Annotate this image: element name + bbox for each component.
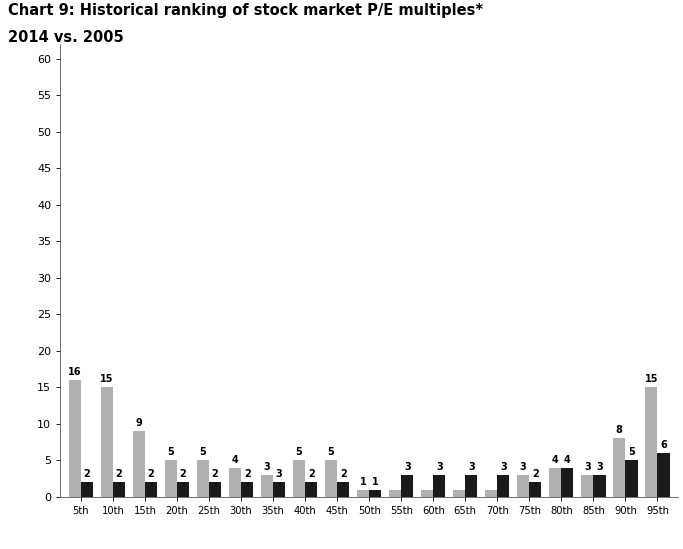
- Bar: [209, 482, 221, 497]
- Text: Chart 9: Historical ranking of stock market P/E multiples*: Chart 9: Historical ranking of stock mar…: [8, 3, 484, 18]
- Bar: [337, 482, 349, 497]
- Bar: [357, 490, 370, 497]
- Bar: [421, 490, 433, 497]
- Text: 5: 5: [167, 447, 174, 457]
- Bar: [325, 460, 337, 497]
- Text: 5: 5: [296, 447, 303, 457]
- Text: 6: 6: [660, 440, 667, 450]
- Bar: [113, 482, 125, 497]
- Text: 1: 1: [360, 477, 367, 486]
- Bar: [229, 468, 241, 497]
- Text: 1: 1: [372, 477, 378, 486]
- Text: 9: 9: [135, 418, 142, 428]
- Text: 2: 2: [340, 469, 346, 479]
- Bar: [485, 490, 497, 497]
- Bar: [305, 482, 318, 497]
- Bar: [241, 482, 253, 497]
- Text: 3: 3: [404, 462, 410, 472]
- Text: 3: 3: [584, 462, 591, 472]
- Text: 3: 3: [500, 462, 507, 472]
- Bar: [645, 387, 658, 497]
- Bar: [549, 468, 561, 497]
- Bar: [613, 439, 626, 497]
- Bar: [81, 482, 93, 497]
- Text: 2: 2: [180, 469, 186, 479]
- Text: 3: 3: [276, 469, 283, 479]
- Text: 3: 3: [264, 462, 270, 472]
- Bar: [165, 460, 177, 497]
- Bar: [197, 460, 209, 497]
- Bar: [101, 387, 113, 497]
- Text: 5: 5: [199, 447, 206, 457]
- Text: 2: 2: [148, 469, 154, 479]
- Bar: [561, 468, 574, 497]
- Bar: [401, 475, 413, 497]
- Text: 15: 15: [100, 374, 113, 384]
- Bar: [517, 475, 529, 497]
- Bar: [594, 475, 606, 497]
- Text: 5: 5: [328, 447, 335, 457]
- Text: 4: 4: [564, 455, 571, 464]
- Bar: [389, 490, 401, 497]
- Bar: [370, 490, 381, 497]
- Text: 2: 2: [115, 469, 122, 479]
- Bar: [658, 453, 669, 497]
- Text: 3: 3: [520, 462, 527, 472]
- Bar: [453, 490, 465, 497]
- Text: 3: 3: [468, 462, 475, 472]
- Text: 15: 15: [645, 374, 658, 384]
- Bar: [529, 482, 542, 497]
- Bar: [261, 475, 273, 497]
- Bar: [433, 475, 445, 497]
- Bar: [177, 482, 189, 497]
- Text: 2: 2: [83, 469, 90, 479]
- Bar: [581, 475, 594, 497]
- Bar: [293, 460, 305, 497]
- Bar: [273, 482, 285, 497]
- Bar: [145, 482, 157, 497]
- Text: 4: 4: [232, 455, 238, 464]
- Text: 2: 2: [244, 469, 251, 479]
- Bar: [69, 380, 81, 497]
- Text: 2: 2: [532, 469, 539, 479]
- Bar: [465, 475, 477, 497]
- Text: 2: 2: [308, 469, 315, 479]
- Bar: [133, 431, 145, 497]
- Text: 3: 3: [596, 462, 603, 472]
- Text: 2014 vs. 2005: 2014 vs. 2005: [8, 30, 124, 45]
- Bar: [626, 460, 637, 497]
- Text: 2: 2: [212, 469, 219, 479]
- Text: 4: 4: [552, 455, 559, 464]
- Bar: [497, 475, 510, 497]
- Text: 5: 5: [628, 447, 635, 457]
- Text: 16: 16: [68, 367, 81, 377]
- Text: 8: 8: [616, 425, 623, 435]
- Text: 3: 3: [436, 462, 443, 472]
